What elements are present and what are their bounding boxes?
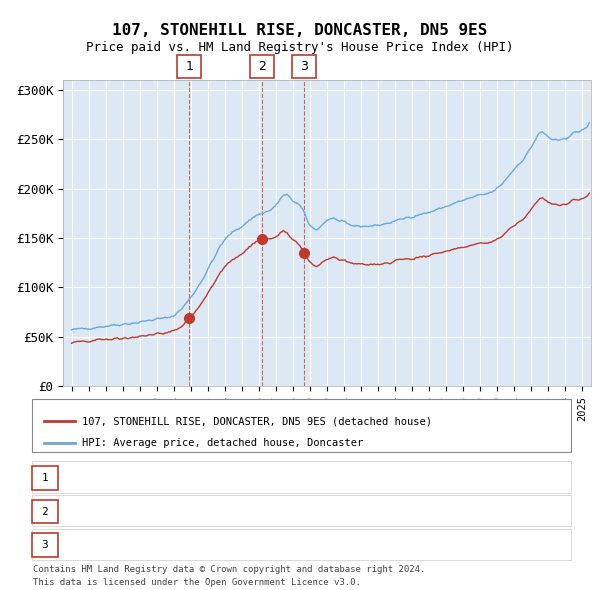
FancyBboxPatch shape xyxy=(250,55,274,78)
Text: 1: 1 xyxy=(185,60,193,73)
Text: 7% ↓ HPI: 7% ↓ HPI xyxy=(422,473,476,483)
Text: 14% ↓ HPI: 14% ↓ HPI xyxy=(422,507,482,517)
Text: HPI: Average price, detached house, Doncaster: HPI: Average price, detached house, Donc… xyxy=(82,438,364,448)
Text: 107, STONEHILL RISE, DONCASTER, DN5 9ES: 107, STONEHILL RISE, DONCASTER, DN5 9ES xyxy=(112,23,488,38)
Text: 05-SEP-2008: 05-SEP-2008 xyxy=(98,540,172,550)
FancyBboxPatch shape xyxy=(32,500,58,523)
FancyBboxPatch shape xyxy=(32,399,571,452)
FancyBboxPatch shape xyxy=(32,533,58,557)
Text: £69,000: £69,000 xyxy=(278,473,325,483)
Point xyxy=(71,439,79,446)
Text: 1: 1 xyxy=(41,473,49,483)
FancyBboxPatch shape xyxy=(292,55,316,78)
Point xyxy=(40,439,47,446)
Text: Price paid vs. HM Land Registry's House Price Index (HPI): Price paid vs. HM Land Registry's House … xyxy=(86,41,514,54)
FancyBboxPatch shape xyxy=(32,461,571,493)
Text: 3: 3 xyxy=(41,540,49,550)
FancyBboxPatch shape xyxy=(178,55,202,78)
Text: 06-MAR-2006: 06-MAR-2006 xyxy=(98,507,172,517)
Text: Contains HM Land Registry data © Crown copyright and database right 2024.
This d: Contains HM Land Registry data © Crown c… xyxy=(33,565,425,586)
Text: 2: 2 xyxy=(258,60,266,73)
FancyBboxPatch shape xyxy=(32,495,571,526)
Text: 26% ↓ HPI: 26% ↓ HPI xyxy=(422,540,482,550)
FancyBboxPatch shape xyxy=(32,466,58,490)
Point xyxy=(71,418,79,425)
Text: 2: 2 xyxy=(41,507,49,517)
Text: £135,000: £135,000 xyxy=(278,540,332,550)
Text: 3: 3 xyxy=(301,60,308,73)
Text: 30-NOV-2001: 30-NOV-2001 xyxy=(98,473,172,483)
Text: £149,000: £149,000 xyxy=(278,507,332,517)
Point xyxy=(40,418,47,425)
Text: 107, STONEHILL RISE, DONCASTER, DN5 9ES (detached house): 107, STONEHILL RISE, DONCASTER, DN5 9ES … xyxy=(82,416,432,426)
FancyBboxPatch shape xyxy=(32,529,571,560)
